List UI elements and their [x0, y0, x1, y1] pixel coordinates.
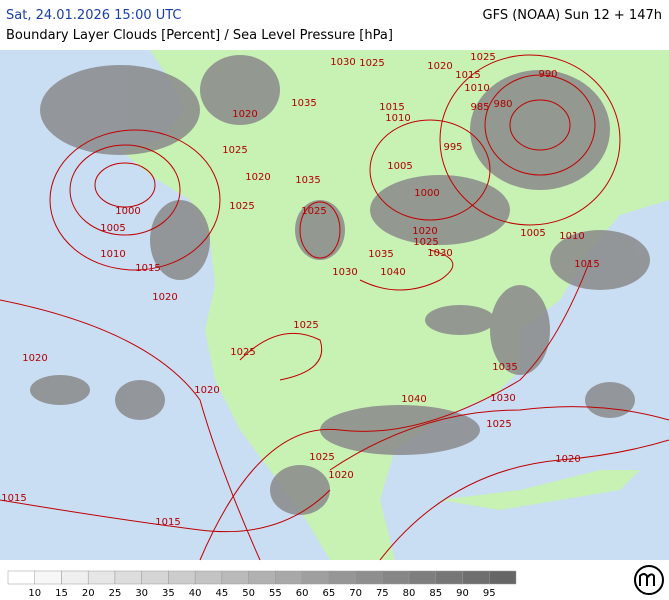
isobar-label: 1015 — [379, 102, 404, 113]
legend-label: 40 — [189, 588, 202, 599]
legend-swatch — [301, 570, 330, 585]
isobar-label: 1015 — [135, 263, 160, 274]
legend-swatch — [87, 570, 116, 585]
isobar-label: 1025 — [359, 58, 384, 69]
isobar-label: 1025 — [229, 201, 254, 212]
isobar-label: 1020 — [328, 470, 353, 481]
isobar-label: 1025 — [309, 452, 334, 463]
legend-swatch — [275, 570, 303, 585]
isobar-label: 1010 — [559, 231, 584, 242]
legend-label: 30 — [135, 588, 148, 599]
isobar-label: 1030 — [330, 57, 355, 68]
legend-swatch — [221, 570, 249, 585]
isobar-label: 1035 — [368, 249, 393, 260]
isobar-label: 1015 — [1, 493, 26, 504]
legend-label: 10 — [28, 588, 41, 599]
isobar-label: 1005 — [520, 228, 545, 239]
isobar-label: 1025 — [222, 145, 247, 156]
isobar-label: 995 — [443, 142, 462, 153]
isobar-label: 1030 — [427, 248, 452, 259]
logo — [634, 565, 664, 595]
isobar-label: 1010 — [464, 83, 489, 94]
legend-label: 90 — [456, 588, 469, 599]
isobar-label: 980 — [493, 99, 512, 110]
isobar-label: 1015 — [455, 70, 480, 81]
legend-swatch — [328, 570, 356, 585]
legend-label: 70 — [349, 588, 362, 599]
isobar-label: 1025 — [486, 419, 511, 430]
subtitle: Boundary Layer Clouds [Percent] / Sea Le… — [6, 28, 393, 43]
isobar-label: 1010 — [100, 249, 125, 260]
isobar-label: 1005 — [100, 223, 125, 234]
legend-swatch — [61, 570, 89, 585]
isobar-label: 1020 — [427, 61, 452, 72]
isobar-label: 1035 — [295, 175, 320, 186]
legend-label: 85 — [429, 588, 442, 599]
legend-label: 25 — [109, 588, 122, 599]
legend-label: 50 — [242, 588, 255, 599]
legend-label: 55 — [269, 588, 282, 599]
datetime: Sat, 24.01.2026 15:00 UTC — [6, 8, 182, 23]
isobar-label: 1005 — [387, 161, 412, 172]
isobar-label: 1025 — [230, 347, 255, 358]
isobar-label: 1025 — [413, 237, 438, 248]
legend-swatch — [355, 570, 383, 585]
isobar-label: 1035 — [492, 362, 517, 373]
legend-swatch — [248, 570, 276, 585]
isobar-label: 1020 — [194, 385, 219, 396]
legend-swatch — [168, 570, 196, 585]
isobar-label: 985 — [470, 102, 489, 113]
isobar-label: 1020 — [22, 353, 47, 364]
legend-label: 45 — [216, 588, 229, 599]
isobar-label: 1020 — [245, 172, 270, 183]
legend-label: 20 — [82, 588, 95, 599]
legend-label: 35 — [162, 588, 175, 599]
isobar-label: 1025 — [470, 52, 495, 63]
legend-label: 80 — [403, 588, 416, 599]
isobar-label: 1000 — [115, 206, 140, 217]
legend-swatch — [194, 570, 223, 585]
isobar-label: 1020 — [412, 226, 437, 237]
isobar-label: 1040 — [380, 267, 405, 278]
legend-label: 95 — [483, 588, 496, 599]
legend-label: 15 — [55, 588, 68, 599]
legend: 10 15 20 25 30 35 40 45 50 55 60 65 70 75 80 85 90 95 — [7, 570, 517, 599]
model-run: GFS (NOAA) Sun 12 + 147h — [483, 8, 662, 23]
legend-swatch — [34, 570, 62, 585]
legend-swatch — [7, 570, 35, 585]
isobar-label: 1015 — [155, 517, 180, 528]
legend-swatch — [141, 570, 169, 585]
isobar-label: 1010 — [385, 113, 410, 124]
isobar-label: 1035 — [291, 98, 316, 109]
legend-label: 75 — [376, 588, 389, 599]
legend-swatch — [435, 570, 463, 585]
isobar-label: 1015 — [574, 259, 599, 270]
isobar-label: 1030 — [490, 393, 515, 404]
legend-label: 60 — [296, 588, 309, 599]
legend-swatch — [489, 570, 517, 585]
isobar-label: 1040 — [401, 394, 426, 405]
isobar-label: 1020 — [152, 292, 177, 303]
legend-swatch — [462, 570, 490, 585]
isobar-label: 1020 — [555, 454, 580, 465]
isobar-label: 1025 — [293, 320, 318, 331]
legend-label: 65 — [322, 588, 335, 599]
legend-swatch — [408, 570, 437, 585]
legend-swatch — [114, 570, 142, 585]
isobar-label: 1000 — [414, 188, 439, 199]
isobar-label: 990 — [538, 69, 557, 80]
isobar-label: 1030 — [332, 267, 357, 278]
legend-swatch — [382, 570, 410, 585]
isobar-label: 1020 — [232, 109, 257, 120]
isobar-label: 1025 — [301, 206, 326, 217]
